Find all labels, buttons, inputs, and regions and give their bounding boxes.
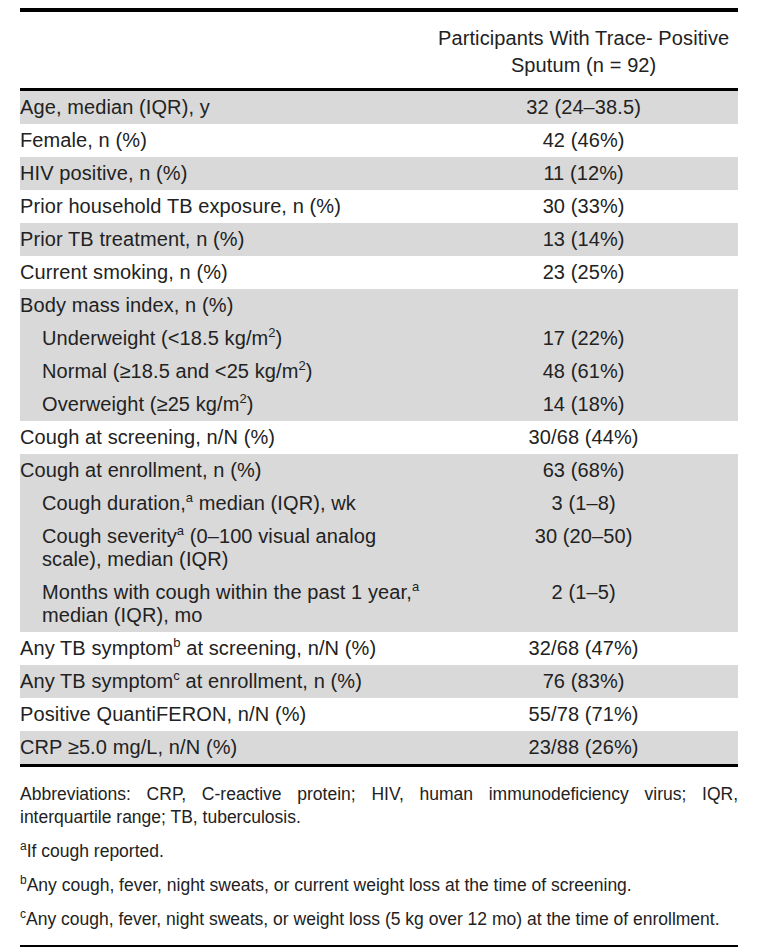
table-row-age: Age, median (IQR), y 32 (24–38.5) (20, 91, 738, 124)
row-value: 55/78 (71%) (429, 703, 738, 726)
row-label-text: Cough duration, (42, 492, 186, 514)
footnotes: Abbreviations: CRP, C-reactive protein; … (20, 767, 738, 945)
table-row-bmi-group: Body mass index, n (%) (20, 289, 738, 322)
row-value: 30/68 (44%) (429, 426, 738, 449)
table-row-cough-enrollment: Cough at enrollment, n (%) 63 (68%) (20, 454, 738, 487)
row-value: 63 (68%) (429, 459, 738, 482)
row-label-text: Any TB symptom (20, 670, 173, 692)
table-row-female: Female, n (%) 42 (46%) (20, 124, 738, 157)
row-value: 30 (20–50) (429, 525, 738, 548)
row-label-text: median (IQR), wk (193, 492, 356, 514)
table-row-symptom-screening: Any TB symptomb at screening, n/N (%) 32… (20, 632, 738, 665)
table-row-crp: CRP ≥5.0 mg/L, n/N (%) 23/88 (26%) (20, 731, 738, 764)
row-label: Female, n (%) (20, 129, 429, 152)
row-label-text: at screening, n/N (%) (181, 637, 377, 659)
table-row-prior-treatment: Prior TB treatment, n (%) 13 (14%) (20, 223, 738, 256)
row-label-text: Any TB symptom (20, 637, 173, 659)
footnote-b-marker: b (20, 873, 27, 887)
row-value: 17 (22%) (429, 327, 738, 350)
row-label-text: ) (247, 393, 254, 415)
row-label-sup: a (412, 579, 419, 594)
row-label-text: median (IQR), mo (42, 604, 203, 626)
row-label-text: at enrollment, n (%) (180, 670, 362, 692)
row-label: Any TB symptomc at enrollment, n (%) (20, 670, 429, 693)
row-label-sup: 2 (240, 391, 247, 406)
row-label: Prior household TB exposure, n (%) (20, 195, 429, 218)
table-row-cough-severity: Cough severitya (0–100 visual analog sca… (20, 520, 738, 576)
row-label-text: Overweight (≥25 kg/m (42, 393, 240, 415)
row-label: Age, median (IQR), y (20, 96, 429, 119)
footnote-a: aIf cough reported. (20, 840, 738, 863)
row-label: Prior TB treatment, n (%) (20, 228, 429, 251)
row-label: Cough at enrollment, n (%) (20, 459, 429, 482)
row-value: 23 (25%) (429, 261, 738, 284)
row-value: 76 (83%) (429, 670, 738, 693)
row-label-text: Normal (≥18.5 and <25 kg/m (42, 360, 298, 382)
row-label-text: ) (306, 360, 313, 382)
table-row-months-cough: Months with cough within the past 1 year… (20, 576, 738, 632)
row-value: 23/88 (26%) (429, 736, 738, 759)
row-value: 32/68 (47%) (429, 637, 738, 660)
row-label: Current smoking, n (%) (20, 261, 429, 284)
paper-table: Participants With Trace- Positive Sputum… (0, 0, 758, 947)
row-label: Normal (≥18.5 and <25 kg/m2) (20, 360, 429, 383)
header-spacer (20, 25, 429, 79)
row-label: Any TB symptomb at screening, n/N (%) (20, 637, 429, 660)
row-label: Positive QuantiFERON, n/N (%) (20, 703, 429, 726)
row-label-sup: a (177, 523, 184, 538)
table-row-overweight: Overweight (≥25 kg/m2) 14 (18%) (20, 388, 738, 421)
row-value: 3 (1–8) (429, 492, 738, 515)
row-value: 13 (14%) (429, 228, 738, 251)
row-label-text: Months with cough within the past 1 year… (42, 581, 412, 603)
row-label: Cough severitya (0–100 visual analog sca… (20, 525, 429, 571)
row-label-text: Underweight (<18.5 kg/m (42, 327, 268, 349)
table-row-quantiferon: Positive QuantiFERON, n/N (%) 55/78 (71%… (20, 698, 738, 731)
table-row-cough-screening: Cough at screening, n/N (%) 30/68 (44%) (20, 421, 738, 454)
table-row-hiv: HIV positive, n (%) 11 (12%) (20, 157, 738, 190)
row-label-text: Cough severity (42, 525, 177, 547)
row-value: 42 (46%) (429, 129, 738, 152)
row-value: 48 (61%) (429, 360, 738, 383)
table-row-smoking: Current smoking, n (%) 23 (25%) (20, 256, 738, 289)
row-value: 30 (33%) (429, 195, 738, 218)
row-label-text: ) (276, 327, 283, 349)
column-header: Participants With Trace- Positive Sputum… (429, 25, 738, 79)
footnote-a-marker: a (20, 839, 27, 853)
abbreviations-note: Abbreviations: CRP, C-reactive protein; … (20, 783, 738, 829)
row-label: CRP ≥5.0 mg/L, n/N (%) (20, 736, 429, 759)
table-row-normal-bmi: Normal (≥18.5 and <25 kg/m2) 48 (61%) (20, 355, 738, 388)
row-label: Cough duration,a median (IQR), wk (20, 492, 429, 515)
table-header: Participants With Trace- Positive Sputum… (20, 12, 738, 88)
row-label: HIV positive, n (%) (20, 162, 429, 185)
table-row-symptom-enrollment: Any TB symptomc at enrollment, n (%) 76 … (20, 665, 738, 698)
row-value: 11 (12%) (429, 162, 738, 185)
row-label: Cough at screening, n/N (%) (20, 426, 429, 449)
row-label-sup: 2 (268, 325, 275, 340)
table-row-underweight: Underweight (<18.5 kg/m2) 17 (22%) (20, 322, 738, 355)
footnote-b: bAny cough, fever, night sweats, or curr… (20, 874, 738, 897)
table-row-household-exposure: Prior household TB exposure, n (%) 30 (3… (20, 190, 738, 223)
row-value: 32 (24–38.5) (429, 96, 738, 119)
row-label: Months with cough within the past 1 year… (20, 581, 429, 627)
footnote-c: cAny cough, fever, night sweats, or weig… (20, 908, 738, 931)
footnote-a-text: If cough reported. (27, 841, 164, 861)
table-row-cough-duration: Cough duration,a median (IQR), wk 3 (1–8… (20, 487, 738, 520)
row-value: 2 (1–5) (429, 581, 738, 604)
footnote-c-text: Any cough, fever, night sweats, or weigh… (26, 909, 720, 929)
row-value: 14 (18%) (429, 393, 738, 416)
row-label-sup: a (186, 490, 193, 505)
row-label: Underweight (<18.5 kg/m2) (20, 327, 429, 350)
row-label: Overweight (≥25 kg/m2) (20, 393, 429, 416)
row-label: Body mass index, n (%) (20, 294, 429, 317)
row-label-sup: b (173, 635, 180, 650)
column-header-line2: Sputum (n = 92) (429, 52, 738, 79)
footnote-b-text: Any cough, fever, night sweats, or curre… (27, 875, 632, 895)
table-body: Age, median (IQR), y 32 (24–38.5) Female… (20, 91, 738, 764)
column-header-line1: Participants With Trace- Positive (429, 25, 738, 52)
row-label-sup: 2 (298, 358, 305, 373)
